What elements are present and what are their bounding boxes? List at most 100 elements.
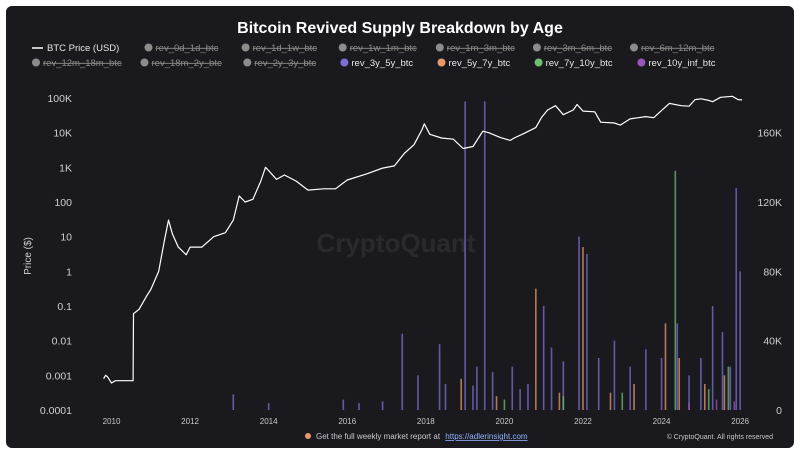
bar-rev-3y-5y-btc	[358, 403, 360, 410]
y-tick-label: 0.0001	[40, 405, 72, 417]
legend-dot-icon	[630, 43, 638, 52]
bar-rev-3y-5y-btc	[739, 271, 741, 410]
bar-rev-3y-5y-btc	[472, 385, 474, 410]
bar-rev-3y-5y-btc	[519, 389, 521, 410]
legend-item-rev-12m-18m-btc[interactable]: rev_12m_18m_btc	[43, 58, 122, 69]
legend-item-rev-6m-12m-btc[interactable]: rev_6m_12m_btc	[641, 43, 715, 54]
y-tick-label: 10	[60, 232, 72, 244]
bar-rev-3y-5y-btc	[267, 403, 270, 410]
y-tick-label: 100K	[47, 93, 72, 105]
chart-watermark: CryptoQuant	[317, 228, 476, 258]
legend-dot-icon	[340, 58, 349, 67]
chart-legend: BTC Price (USD) rev_0d_1d_btc rev_1d_1w_bt…	[32, 43, 716, 69]
y-tick-label: 0.001	[46, 370, 72, 382]
x-axis: 2010 2012 2014 2016 2018 2020 2022 2024 2026	[103, 417, 750, 426]
legend-item-rev-18m-2y-btc[interactable]: rev_18m_2y_btc	[152, 58, 222, 69]
legend-dot-icon	[437, 58, 446, 67]
legend-dot-icon	[435, 43, 444, 52]
legend-item-rev-5y-7y-btc[interactable]: rev_5y_7y_btc	[449, 58, 511, 69]
bar-rev-5y-7y-btc	[633, 384, 635, 410]
bar-rev-7y-10y-btc	[621, 392, 624, 410]
bar-rev-7y-10y-btc	[727, 366, 730, 410]
bar-rev-3y-5y-btc	[444, 384, 447, 410]
legend-item-rev-0d-1d-btc[interactable]: rev_0d_1d_btc	[156, 43, 219, 54]
bar-rev-3y-5y-btc	[645, 349, 647, 410]
x-tick-label: 2024	[653, 417, 671, 426]
chart-frame: Bitcoin Revived Supply Breakdown by Age …	[6, 6, 794, 448]
chart-title: Bitcoin Revived Supply Breakdown by Age	[237, 20, 563, 37]
series-rev-7y-10y-btc	[503, 170, 730, 410]
footer-promo-text: Get the full weekly market report at	[316, 432, 441, 441]
bar-rev-3y-5y-btc	[613, 340, 616, 410]
x-tick-label: 2016	[338, 417, 356, 426]
footer-promo-link[interactable]: https://adlerinsight.com	[445, 432, 528, 441]
legend-item-rev-1w-1m-btc[interactable]: rev_1w_1m_btc	[350, 43, 417, 54]
bar-rev-3y-5y-btc	[700, 358, 702, 410]
bar-rev-3y-5y-btc	[597, 358, 600, 410]
bar-rev-10y-inf-btc	[688, 403, 690, 410]
bar-rev-5y-7y-btc	[703, 384, 706, 410]
bar-rev-10y-inf-btc	[715, 399, 718, 410]
y2-tick-label: 0	[776, 405, 782, 417]
bar-rev-3y-5y-btc	[711, 306, 714, 410]
price-line-layer	[103, 95, 743, 384]
bar-rev-3y-5y-btc	[401, 333, 404, 410]
bar-rev-3y-5y-btc	[542, 306, 545, 410]
bar-rev-3y-5y-btc	[342, 399, 345, 410]
legend-dot-icon	[241, 43, 250, 52]
legend-dot-icon	[532, 43, 541, 52]
bar-rev-3y-5y-btc	[562, 361, 565, 410]
legend-item-rev-1d-1w-btc[interactable]: rev_1d_1w_btc	[253, 43, 318, 54]
bar-rev-3y-5y-btc	[735, 188, 738, 410]
x-tick-label: 2026	[731, 417, 749, 426]
bar-rev-7y-10y-btc	[707, 389, 710, 410]
y-tick-label: 0.01	[52, 336, 73, 348]
bar-rev-5y-7y-btc	[495, 396, 498, 410]
x-tick-label: 2014	[260, 417, 278, 426]
legend-item-rev-1m-3m-btc[interactable]: rev_1m_3m_btc	[447, 43, 515, 54]
bar-rev-3y-5y-btc	[511, 366, 514, 410]
bar-rev-3y-5y-btc	[417, 375, 419, 410]
legend-dot-icon	[243, 58, 252, 67]
revived-supply-bars	[232, 101, 741, 410]
bar-rev-3y-5y-btc	[464, 101, 466, 410]
bar-rev-7y-10y-btc	[562, 396, 565, 410]
y2-tick-label: 40K	[763, 336, 782, 348]
footer-copyright: © CryptoQuant. All rights reserved	[667, 433, 773, 441]
bar-rev-3y-5y-btc	[676, 323, 679, 410]
footer-promo: Get the full weekly market report at htt…	[316, 432, 528, 441]
legend-item-rev-2y-3y-btc[interactable]: rev_2y_3y_btc	[254, 58, 316, 69]
x-tick-label: 2022	[574, 417, 592, 426]
legend-dot-icon	[32, 58, 40, 67]
legend-item-rev-10y-inf-btc[interactable]: rev_10y_inf_btc	[648, 58, 715, 69]
bar-rev-5y-7y-btc	[582, 247, 584, 410]
bar-rev-3y-5y-btc	[491, 371, 494, 410]
chart-canvas: Bitcoin Revived Supply Breakdown by Age …	[23, 20, 782, 441]
x-tick-label: 2010	[103, 417, 121, 426]
y2-tick-label: 160K	[757, 128, 782, 140]
legend-item-rev-7y-10y-btc[interactable]: rev_7y_10y_btc	[546, 58, 613, 69]
bar-rev-5y-7y-btc	[460, 378, 462, 410]
bar-rev-5y-7y-btc	[535, 288, 537, 410]
bar-rev-3y-5y-btc	[483, 101, 486, 410]
y2-tick-label: 80K	[763, 266, 782, 278]
legend-item-rev-3m-6m-btc[interactable]: rev_3m_6m_btc	[544, 43, 612, 54]
bar-rev-5y-7y-btc	[664, 323, 667, 410]
bar-rev-3y-5y-btc	[688, 375, 690, 410]
bar-rev-3y-5y-btc	[578, 236, 580, 410]
y-axis-label: Price ($)	[23, 237, 34, 275]
bar-rev-3y-5y-btc	[232, 394, 235, 410]
series-rev-3y-5y-btc	[232, 101, 741, 410]
bar-rev-5y-7y-btc	[609, 392, 612, 410]
btc-price-line	[103, 95, 743, 384]
legend-item-rev-3y-5y-btc[interactable]: rev_3y_5y_btc	[351, 58, 413, 69]
bar-rev-3y-5y-btc	[729, 366, 732, 410]
bar-rev-3y-5y-btc	[586, 254, 588, 410]
legend-dot-icon	[338, 43, 347, 52]
bar-rev-3y-5y-btc	[721, 332, 724, 410]
series-rev-10y-inf-btc	[688, 399, 736, 410]
bar-rev-3y-5y-btc	[476, 366, 478, 410]
legend-item-btc-price-usd-[interactable]: BTC Price (USD)	[47, 43, 119, 54]
y-tick-label: 1	[66, 266, 72, 278]
bar-rev-3y-5y-btc	[629, 366, 631, 410]
